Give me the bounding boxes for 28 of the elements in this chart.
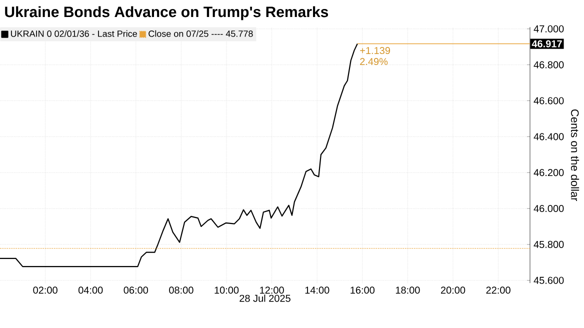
- x-tick-label: 10:00: [214, 286, 239, 294]
- x-axis-title: 28 Jul 2025: [240, 294, 290, 302]
- x-tick-label: 06:00: [124, 286, 148, 294]
- y-tick-label: 46.600: [534, 97, 564, 104]
- x-tick-label: 04:00: [78, 286, 103, 294]
- x-tick-label: 02:00: [33, 286, 58, 294]
- y-tick-label: 46.400: [534, 133, 564, 140]
- y-tick-label: 46.200: [534, 169, 564, 176]
- ref-line-label: 46.917: [532, 40, 562, 48]
- x-tick-label: 22:00: [486, 286, 510, 294]
- x-tick-label: 08:00: [169, 286, 194, 294]
- y-tick-label: 46.000: [534, 204, 564, 212]
- line-series: [0, 43, 358, 268]
- y-tick-label: 45.600: [534, 276, 564, 284]
- x-tick-label: 12:00: [260, 286, 284, 294]
- y-tick-label: 46.800: [534, 61, 564, 68]
- y-tick-label: 47.000: [534, 25, 564, 32]
- legend-label: UKRAIN 0 02/01/36 - Last Price: [11, 30, 137, 37]
- x-tick-label: 16:00: [350, 286, 375, 294]
- legend-label: Close on 07/25 ---- 45.778: [148, 30, 253, 37]
- x-tick-label: 18:00: [396, 286, 420, 294]
- x-tick-label: 14:00: [305, 286, 330, 294]
- annotation: 2.49%: [360, 58, 388, 66]
- y-tick-label: 45.800: [534, 240, 564, 248]
- x-tick-label: 20:00: [440, 286, 466, 294]
- y-axis-title: Cents on the dollar: [570, 109, 580, 202]
- annotation: +1.139: [360, 46, 390, 54]
- chart-title: Ukraine Bonds Advance on Trump's Remarks: [5, 6, 328, 20]
